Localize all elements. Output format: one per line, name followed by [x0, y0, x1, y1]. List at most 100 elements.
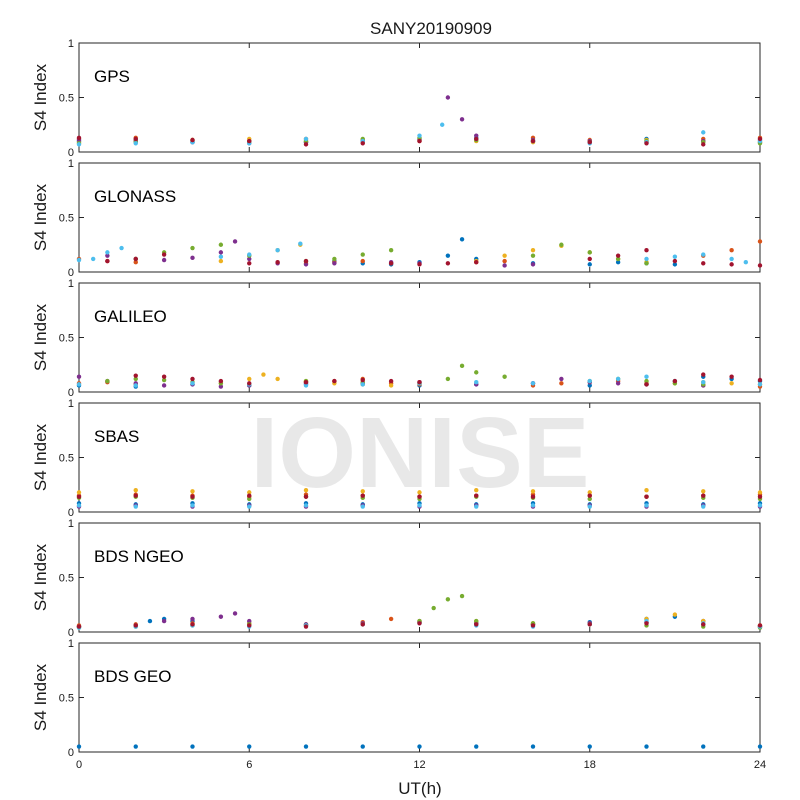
data-point	[303, 488, 309, 493]
data-point	[474, 259, 479, 265]
y-axis-label: S4 Index	[31, 423, 50, 491]
data-point	[133, 376, 138, 382]
panel-label: BDS NGEO	[94, 547, 184, 566]
data-point	[445, 376, 451, 382]
data-point	[672, 378, 678, 384]
data-point	[133, 504, 138, 509]
panel-sbas: 0 0.5 1 S4 Index SBAS	[31, 398, 763, 519]
data-point	[644, 494, 649, 499]
data-point	[530, 489, 536, 494]
data-point	[76, 374, 82, 379]
data-point	[190, 744, 195, 749]
y-tick-label: 0	[68, 147, 74, 159]
y-tick-label: 1	[68, 398, 74, 410]
y-tick-label: 0.5	[59, 573, 74, 585]
data-point	[757, 623, 763, 628]
data-point	[133, 373, 138, 378]
y-tick-label: 0	[68, 387, 74, 399]
y-tick-label: 0.5	[59, 213, 74, 225]
data-point	[218, 378, 224, 384]
data-point	[474, 370, 479, 375]
data-point	[388, 383, 394, 388]
data-point	[474, 379, 479, 385]
data-point	[587, 256, 592, 262]
data-point	[119, 245, 124, 251]
data-point	[530, 253, 536, 258]
data-point	[133, 136, 138, 142]
data-point	[644, 744, 649, 749]
data-point	[729, 381, 734, 386]
data-point	[161, 383, 167, 388]
data-point	[76, 490, 82, 495]
series-5	[76, 503, 763, 509]
data-point	[559, 242, 564, 247]
data-point	[298, 241, 303, 246]
data-point	[440, 122, 445, 127]
data-point	[105, 258, 110, 264]
data-point	[587, 744, 592, 749]
data-point	[360, 622, 365, 627]
data-point	[701, 622, 706, 627]
data-point	[644, 261, 649, 266]
data-point	[587, 139, 592, 145]
data-point	[587, 496, 592, 502]
data-point	[76, 142, 82, 147]
data-point	[303, 258, 309, 264]
data-point	[757, 503, 763, 508]
data-point	[332, 256, 337, 262]
data-point	[303, 494, 309, 499]
data-point	[644, 374, 649, 379]
y-tick-label: 0.5	[59, 453, 74, 465]
data-point	[247, 138, 252, 144]
panel-bds-ngeo: 0 0.5 1 S4 Index BDS NGEO	[31, 518, 763, 639]
data-point	[218, 384, 224, 389]
data-point	[474, 493, 479, 498]
data-point	[587, 622, 592, 627]
data-point	[459, 593, 465, 599]
panel-label: GLONASS	[94, 187, 176, 206]
data-point	[105, 250, 110, 255]
data-point	[587, 383, 592, 388]
x-tick-label: 18	[584, 759, 596, 771]
y-axis-label: S4 Index	[31, 543, 50, 611]
data-point	[644, 248, 649, 253]
data-point	[360, 258, 365, 264]
data-point	[445, 253, 451, 258]
data-point	[474, 618, 479, 624]
data-point	[303, 503, 309, 508]
watermark: IONISE	[251, 397, 590, 509]
y-axis-label: S4 Index	[31, 63, 50, 131]
data-point	[502, 253, 507, 258]
data-point	[701, 142, 706, 147]
data-point	[417, 262, 422, 267]
data-point	[502, 374, 507, 379]
data-point	[133, 488, 138, 493]
data-point	[530, 248, 536, 253]
data-point	[303, 136, 309, 142]
data-point	[587, 250, 592, 255]
x-tick-label: 24	[754, 759, 766, 771]
data-point	[218, 258, 224, 264]
y-axis-label: S4 Index	[31, 663, 50, 731]
data-point	[190, 245, 195, 251]
data-point	[757, 239, 763, 244]
data-point	[261, 372, 266, 377]
data-point	[247, 252, 252, 257]
data-point	[559, 376, 564, 382]
data-point	[701, 379, 706, 385]
panel-bds-geo: 0 0.5 1 S4 Index BDS GEO	[31, 638, 763, 759]
data-point	[190, 616, 195, 622]
data-point	[530, 744, 536, 749]
panel-label: BDS GEO	[94, 667, 171, 686]
data-point	[701, 130, 706, 135]
data-point	[474, 133, 479, 138]
data-point	[672, 254, 678, 259]
y-tick-label: 0	[68, 507, 74, 519]
data-point	[133, 141, 138, 146]
data-point	[388, 616, 394, 622]
y-axis-label: S4 Index	[31, 303, 50, 371]
data-point	[417, 494, 422, 499]
data-point	[360, 493, 365, 498]
data-point	[530, 262, 536, 267]
data-point	[360, 489, 365, 494]
